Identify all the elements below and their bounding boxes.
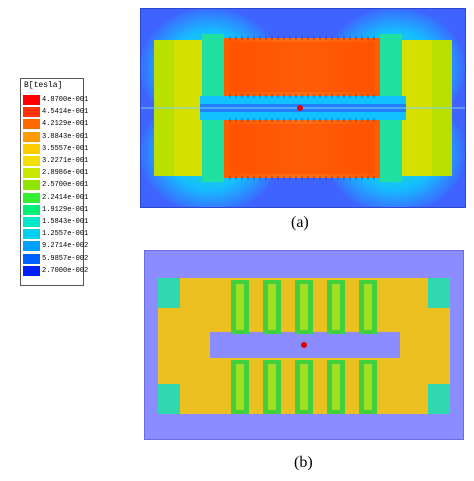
legend-value: 1.2557e-001: [42, 230, 89, 239]
legend-value: 3.2271e-001: [42, 157, 89, 165]
legend-value: 2.8986e-001: [42, 169, 89, 178]
legend-entry: 2.2414e-001: [23, 192, 88, 203]
legend-entry: 1.9129e-001: [23, 204, 88, 215]
color-legend: B[tesla] 4.8700e-001 4.5414e-001 4.2129e-0…: [20, 78, 88, 286]
legend-swatch: [23, 241, 40, 252]
legend-entry: 4.8700e-001: [23, 95, 88, 105]
legend-title: B[tesla]: [24, 81, 63, 90]
legend-entry: 2.7000e-002: [23, 265, 88, 276]
legend-value: 4.5414e-001: [42, 108, 89, 117]
legend-entry: 2.5700e-001: [23, 180, 88, 191]
legend-swatch: [23, 204, 40, 215]
legend-entry: 3.2271e-001: [23, 156, 88, 166]
legend-entry: 4.5414e-001: [23, 107, 88, 118]
legend-swatch: [23, 265, 40, 276]
legend-swatch: [23, 143, 40, 154]
legend-swatch: [23, 217, 40, 227]
legend-swatch: [23, 156, 40, 166]
legend-value: 3.5557e-001: [42, 144, 89, 153]
legend-swatch: [23, 95, 40, 105]
legend-swatch: [23, 119, 40, 130]
legend-entry: 2.8986e-001: [23, 168, 88, 179]
legend-swatch: [23, 229, 40, 240]
legend-entry: 4.2129e-001: [23, 119, 88, 130]
legend-swatch: [23, 192, 40, 203]
legend-swatch: [23, 180, 40, 191]
field-plot-a: [140, 8, 466, 208]
legend-entry: 1.5843e-001: [23, 217, 88, 227]
legend-swatch: [23, 107, 40, 118]
legend-swatch: [23, 253, 40, 264]
legend-value: 1.5843e-001: [42, 218, 89, 226]
legend-value: 3.8843e-001: [42, 132, 89, 141]
legend-value: 4.8700e-001: [42, 96, 89, 104]
field-plot-b: [144, 250, 464, 440]
legend-value: 4.2129e-001: [42, 120, 89, 129]
legend-entry: 1.2557e-001: [23, 229, 88, 240]
legend-entry: 9.2714e-002: [23, 241, 88, 252]
legend-swatch: [23, 168, 40, 179]
legend-entry: 3.5557e-001: [23, 143, 88, 154]
caption-b: (b): [294, 454, 313, 471]
caption-a: (a): [291, 214, 309, 231]
legend-entry: 3.8843e-001: [23, 131, 88, 142]
legend-value: 9.2714e-002: [42, 242, 89, 251]
legend-value: 1.9129e-001: [42, 205, 89, 214]
center-marker: [297, 105, 303, 111]
legend-value: 2.2414e-001: [42, 193, 89, 202]
legend-value: 5.9857e-002: [42, 254, 89, 263]
legend-value: 2.5700e-001: [42, 181, 89, 190]
legend-swatch: [23, 131, 40, 142]
legend-entry: 5.9857e-002: [23, 253, 88, 264]
legend-value: 2.7000e-002: [42, 266, 89, 275]
